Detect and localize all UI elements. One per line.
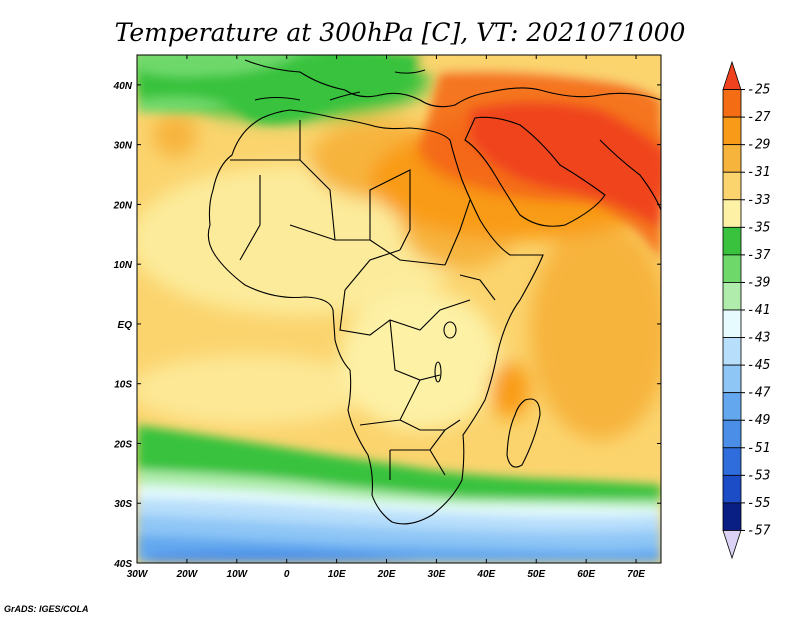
colorbar-label: -55: [747, 496, 771, 511]
lon-tick-label: 40E: [476, 569, 495, 580]
lon-tick-label: 10W: [227, 569, 249, 580]
lat-tick-label: 10N: [114, 260, 133, 271]
lon-tick-label: 30E: [428, 569, 446, 580]
colorbar-label: -31: [747, 165, 770, 180]
lat-tick-label: 20S: [113, 439, 132, 450]
map-title: Temperature at 300hPa [C], VT: 202107100…: [115, 18, 686, 47]
lon-tick-label: 70E: [627, 569, 645, 580]
colorbar-label: -53: [747, 468, 770, 483]
lon-tick-label: 0: [284, 569, 290, 580]
colorbar-label: -35: [747, 220, 771, 235]
lon-tick-label: 50E: [527, 569, 545, 580]
temperature-field: [137, 55, 661, 563]
lat-tick-label: EQ: [118, 320, 133, 331]
credit-label: GrADS: IGES/COLA: [4, 604, 89, 614]
colorbar-bottom-triangle: [722, 530, 742, 560]
coastlines: [207, 59, 661, 525]
colorbar: -25 -27 -29 -31 -33 -35 -37 -39 -41 -43 -45 -47 -49 -…: [722, 60, 771, 560]
lon-tick-label: 30W: [127, 569, 149, 580]
colorbar-segment: [722, 199, 742, 228]
colorbar-segment: [722, 226, 742, 256]
colorbar-segment: [722, 144, 742, 173]
colorbar-segment: [722, 419, 742, 449]
colorbar-top-triangle: [722, 60, 742, 90]
axis-ticks: 30W 20W 10W 0 10E 20E 30E 40E 50E 60E 70E 40N 30N 20N…: [113, 55, 661, 580]
colorbar-label: -27: [747, 110, 771, 125]
colorbar-label: -51: [747, 441, 770, 456]
colorbar-label: -57: [747, 523, 771, 538]
colorbar-label: -29: [747, 138, 770, 153]
colorbar-label: -41: [747, 303, 770, 318]
lat-tick-label: 40N: [113, 81, 133, 92]
colorbar-segment: [722, 447, 742, 476]
map-frame: [136, 54, 662, 564]
colorbar-segment: [722, 116, 742, 146]
lat-tick-label: 10S: [114, 380, 132, 391]
lon-tick-label: 20E: [377, 569, 396, 580]
colorbar-segment: [722, 254, 742, 283]
colorbar-label: -25: [747, 83, 771, 98]
lat-tick-label: 30S: [114, 499, 132, 510]
colorbar-label: -49: [747, 413, 770, 428]
colorbar-segment: [722, 337, 742, 366]
colorbar-segment: [722, 392, 742, 421]
colorbar-label: -37: [747, 248, 771, 263]
colorbar-label: -39: [747, 275, 770, 290]
lat-tick-label: 30N: [114, 141, 133, 152]
colorbar-segment: [722, 309, 742, 338]
colorbar-label: -33: [747, 193, 770, 208]
lat-tick-label: 40S: [113, 559, 132, 570]
colorbar-label: -47: [747, 386, 771, 401]
colorbar-label: -43: [747, 331, 770, 346]
colorbar-segment: [722, 171, 742, 201]
colorbar-segment: [722, 474, 742, 504]
colorbar-segment: [722, 282, 742, 311]
lon-tick-label: 10E: [328, 569, 346, 580]
lon-tick-label: 20W: [176, 569, 199, 580]
colorbar-segment: [722, 364, 742, 394]
lon-tick-label: 60E: [577, 569, 595, 580]
colorbar-segment: [722, 89, 742, 118]
lat-tick-label: 20N: [113, 200, 133, 211]
colorbar-segment: [722, 502, 742, 531]
colorbar-label: -45: [747, 358, 771, 373]
